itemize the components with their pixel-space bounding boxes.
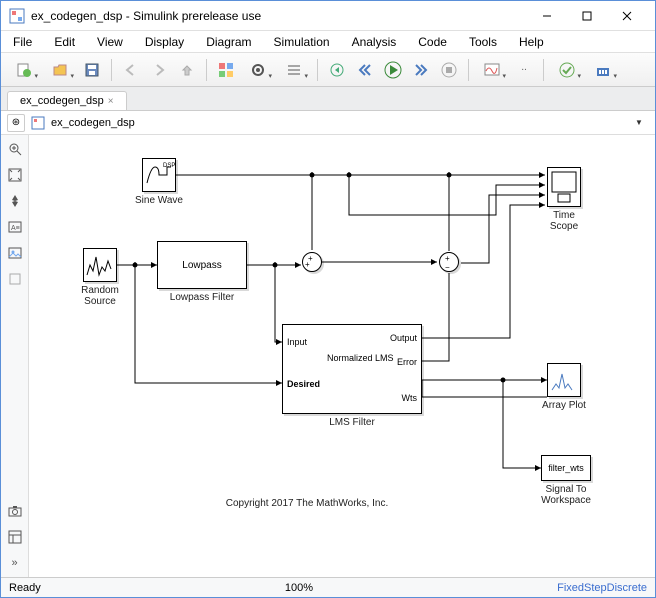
tool-build[interactable]: [586, 57, 620, 83]
canvas[interactable]: DSP Sine Wave Random Source Lowpass Lowp…: [29, 135, 655, 577]
wire-node: [347, 173, 352, 178]
menu-help[interactable]: Help: [515, 33, 548, 51]
label-random-source: Random Source: [75, 285, 125, 307]
wire-node: [133, 263, 138, 268]
status-zoom: 100%: [41, 582, 557, 594]
label-lms: LMS Filter: [325, 417, 379, 428]
svg-text:A≡: A≡: [11, 225, 20, 232]
copyright-text: Copyright 2017 The MathWorks, Inc.: [207, 498, 407, 509]
tool-scope[interactable]: [475, 57, 509, 83]
tool-up[interactable]: [174, 57, 200, 83]
block-sum2[interactable]: +−: [439, 252, 459, 272]
block-time-scope[interactable]: [547, 167, 581, 207]
menu-file[interactable]: File: [9, 33, 36, 51]
towks-inner: filter_wts: [548, 463, 584, 473]
pal-props-icon[interactable]: [5, 527, 25, 547]
block-sine-wave[interactable]: DSP: [142, 158, 176, 192]
tool-check[interactable]: [550, 57, 584, 83]
menu-tools[interactable]: Tools: [465, 33, 501, 51]
tool-save[interactable]: [79, 57, 105, 83]
port-wts: Wts: [402, 393, 418, 403]
label-sine-wave: Sine Wave: [134, 195, 184, 206]
port-output: Output: [390, 333, 417, 343]
block-lms-filter[interactable]: Input Desired Normalized LMS Output Erro…: [282, 324, 422, 414]
title-bar: ex_codegen_dsp - Simulink prerelease use: [1, 1, 655, 31]
menu-display[interactable]: Display: [141, 33, 188, 51]
window-title: ex_codegen_dsp - Simulink prerelease use: [31, 9, 527, 23]
pal-zoom-icon[interactable]: [5, 139, 25, 159]
status-bar: Ready 100% FixedStepDiscrete: [1, 577, 655, 597]
port-desired: Desired: [287, 379, 320, 389]
tool-config[interactable]: [277, 57, 311, 83]
tool-stop[interactable]: [436, 57, 462, 83]
tool-library[interactable]: [213, 57, 239, 83]
block-to-workspace[interactable]: filter_wts: [541, 455, 591, 481]
tab-label: ex_codegen_dsp: [20, 95, 104, 107]
label-towks: Signal To Workspace: [541, 484, 591, 506]
tool-step-fwd[interactable]: [408, 57, 434, 83]
svg-text:+: +: [445, 254, 450, 263]
pal-expand-icon[interactable]: »: [5, 553, 25, 573]
pal-annot-icon[interactable]: A≡: [5, 217, 25, 237]
status-solver[interactable]: FixedStepDiscrete: [557, 582, 647, 594]
menu-bar: File Edit View Display Diagram Simulatio…: [1, 31, 655, 53]
tab-model[interactable]: ex_codegen_dsp ×: [7, 91, 127, 110]
breadcrumb-bar: ⊛ ex_codegen_dsp ▼: [1, 111, 655, 135]
svg-text:DSP: DSP: [163, 163, 175, 169]
tab-close-icon[interactable]: ×: [108, 96, 114, 107]
simulink-icon: [9, 8, 25, 24]
pal-fit-icon[interactable]: [5, 165, 25, 185]
main-area: A≡ » DSP Sine Wave Random Source Lowpass…: [1, 135, 655, 577]
tool-run[interactable]: [380, 57, 406, 83]
menu-edit[interactable]: Edit: [50, 33, 79, 51]
svg-text:−: −: [445, 263, 450, 271]
tool-new[interactable]: [7, 57, 41, 83]
wire-node: [447, 173, 452, 178]
port-error: Error: [397, 357, 417, 367]
menu-code[interactable]: Code: [414, 33, 451, 51]
menu-simulation[interactable]: Simulation: [270, 33, 334, 51]
label-array: Array Plot: [541, 400, 587, 411]
tool-step-back[interactable]: [324, 57, 350, 83]
pal-snapshot-icon[interactable]: [5, 501, 25, 521]
block-sum1[interactable]: ++: [302, 252, 322, 272]
block-random-source[interactable]: [83, 248, 117, 282]
tab-bar: ex_codegen_dsp ×: [1, 87, 655, 111]
menu-analysis[interactable]: Analysis: [348, 33, 401, 51]
wire-node: [310, 173, 315, 178]
menu-view[interactable]: View: [93, 33, 127, 51]
tool-more[interactable]: ∙∙: [511, 57, 537, 83]
label-scope: Time Scope: [545, 210, 583, 232]
label-lowpass: Lowpass Filter: [167, 292, 237, 303]
maximize-button[interactable]: [567, 2, 607, 30]
window-controls: [527, 2, 647, 30]
model-icon: [31, 116, 45, 130]
tool-back[interactable]: [118, 57, 144, 83]
tool-open[interactable]: [43, 57, 77, 83]
palette: A≡ »: [1, 135, 29, 577]
port-norm: Normalized LMS: [327, 353, 394, 363]
tool-cog[interactable]: [241, 57, 275, 83]
pal-nav-icon[interactable]: [5, 191, 25, 211]
breadcrumb-dropdown[interactable]: ▼: [635, 118, 649, 127]
block-lowpass[interactable]: Lowpass: [157, 241, 247, 289]
toolbar: ∙∙: [1, 53, 655, 87]
close-button[interactable]: [607, 2, 647, 30]
menu-diagram[interactable]: Diagram: [202, 33, 255, 51]
block-array-plot[interactable]: [547, 363, 581, 397]
pal-area-icon[interactable]: [5, 269, 25, 289]
breadcrumb-nav-button[interactable]: ⊛: [7, 114, 25, 132]
minimize-button[interactable]: [527, 2, 567, 30]
tool-forward[interactable]: [146, 57, 172, 83]
wire-node: [501, 378, 506, 383]
wire-node: [273, 263, 278, 268]
tool-step-rev[interactable]: [352, 57, 378, 83]
port-input: Input: [287, 337, 307, 347]
breadcrumb-text[interactable]: ex_codegen_dsp: [51, 117, 629, 129]
pal-image-icon[interactable]: [5, 243, 25, 263]
lowpass-inner: Lowpass: [182, 260, 221, 271]
svg-text:+: +: [305, 260, 310, 269]
status-ready: Ready: [9, 582, 41, 594]
